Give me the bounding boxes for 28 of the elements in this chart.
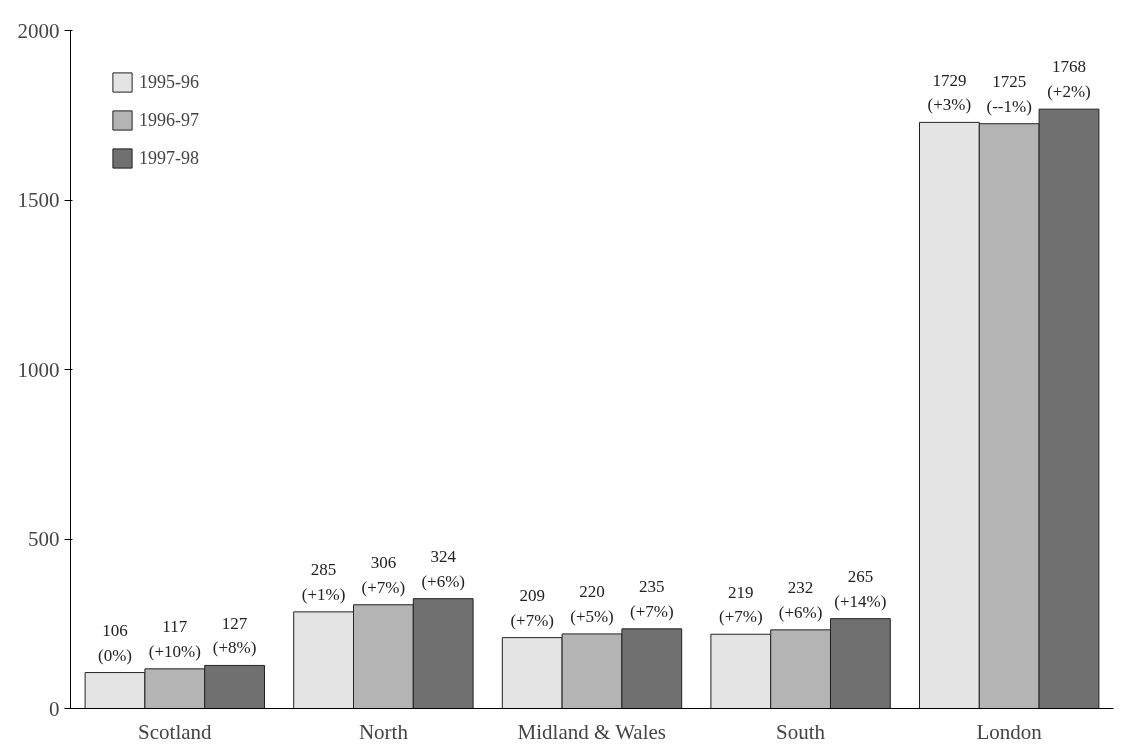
data-label: 306 (+7%) — [361, 553, 406, 597]
data-label: 1725 (--1%) — [986, 72, 1032, 116]
y-tick-label: 2000 — [17, 18, 60, 43]
data-label: 220 (+5%) — [570, 582, 614, 626]
y-tick-label: 500 — [28, 527, 60, 551]
data-label: 117 (+10%) — [148, 617, 201, 661]
y-tick-label: 0 — [49, 696, 60, 721]
x-tick-label: London — [976, 719, 1043, 744]
x-tick-label: North — [358, 719, 409, 744]
legend-label: 1996-97 — [139, 109, 199, 131]
data-label: 232 (+6%) — [778, 578, 823, 622]
data-label: 209 (+7%) — [510, 585, 554, 630]
data-label: 324 (+6%) — [421, 546, 465, 591]
data-label: 1768 (+2%) — [1047, 57, 1091, 102]
legend-label: 1995-96 — [139, 71, 199, 93]
data-label: 285 (+1%) — [301, 560, 346, 604]
data-label: 127 (+8%) — [212, 613, 257, 658]
data-label: 219 (+7%) — [719, 582, 763, 627]
x-tick-label: South — [776, 719, 826, 744]
legend-label: 1997-98 — [139, 147, 199, 169]
data-label: 265 (+14%) — [834, 566, 887, 611]
data-label: 106 (0%) — [98, 620, 132, 665]
x-tick-label: Scotland — [138, 719, 213, 744]
y-tick-label: 1500 — [17, 188, 60, 212]
data-label: 235 (+7%) — [630, 577, 674, 621]
data-label: 1729 (+3%) — [927, 70, 972, 115]
y-tick-label: 1000 — [17, 357, 60, 382]
x-tick-label: Midland & Wales — [517, 719, 667, 744]
